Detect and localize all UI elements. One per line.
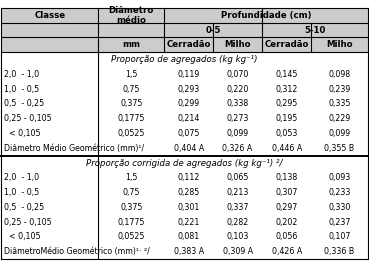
Text: 0,081: 0,081 xyxy=(177,232,200,241)
Text: 0,053: 0,053 xyxy=(276,129,298,138)
Text: 0,282: 0,282 xyxy=(227,218,249,227)
Text: Milho: Milho xyxy=(326,40,353,49)
Text: 0,233: 0,233 xyxy=(328,188,351,197)
Text: 0,295: 0,295 xyxy=(276,99,298,108)
Text: DiâmetroMédio Geométrico (mm)¹· ²/: DiâmetroMédio Geométrico (mm)¹· ²/ xyxy=(4,247,150,256)
Bar xyxy=(1,8,368,23)
Text: 0,25 - 0,105: 0,25 - 0,105 xyxy=(4,218,52,227)
Text: < 0,105: < 0,105 xyxy=(4,129,41,138)
Text: 0,075: 0,075 xyxy=(177,129,200,138)
Bar xyxy=(1,37,368,52)
Text: 0,335: 0,335 xyxy=(328,99,351,108)
Text: 0,307: 0,307 xyxy=(276,188,298,197)
Text: 0,112: 0,112 xyxy=(177,173,200,182)
Text: 0,5  - 0,25: 0,5 - 0,25 xyxy=(4,99,44,108)
Text: 1,5: 1,5 xyxy=(125,173,138,182)
Bar xyxy=(1,23,368,37)
Text: Cerradão: Cerradão xyxy=(166,40,211,49)
Text: 0,065: 0,065 xyxy=(227,173,249,182)
Text: 0,297: 0,297 xyxy=(276,203,298,212)
Text: 0,0525: 0,0525 xyxy=(118,129,145,138)
Text: 0,309 A: 0,309 A xyxy=(223,247,253,256)
Text: 0,1775: 0,1775 xyxy=(118,218,145,227)
Text: 2,0  - 1,0: 2,0 - 1,0 xyxy=(4,173,39,182)
Text: 0,213: 0,213 xyxy=(227,188,249,197)
Text: 0,237: 0,237 xyxy=(328,218,351,227)
Text: 0,099: 0,099 xyxy=(328,129,351,138)
Text: 0,099: 0,099 xyxy=(227,129,249,138)
Text: 1,5: 1,5 xyxy=(125,70,138,79)
Text: 0,338: 0,338 xyxy=(227,99,249,108)
Text: < 0,105: < 0,105 xyxy=(4,232,41,241)
Text: 0,5  - 0,25: 0,5 - 0,25 xyxy=(4,203,44,212)
Text: 0,299: 0,299 xyxy=(177,99,200,108)
Text: 0,326 A: 0,326 A xyxy=(223,144,253,153)
Text: 0,098: 0,098 xyxy=(328,70,351,79)
Text: Diâmetro Médio Geométrico (mm)¹/: Diâmetro Médio Geométrico (mm)¹/ xyxy=(4,144,144,153)
Text: 0,446 A: 0,446 A xyxy=(272,144,302,153)
Text: 0,293: 0,293 xyxy=(177,85,200,94)
Text: 0,355 B: 0,355 B xyxy=(324,144,355,153)
Text: 0,239: 0,239 xyxy=(328,85,351,94)
Text: Diâmetro
médio: Diâmetro médio xyxy=(109,6,154,25)
Text: Milho: Milho xyxy=(224,40,251,49)
Text: Proporção de agregados (kg kg⁻¹): Proporção de agregados (kg kg⁻¹) xyxy=(111,55,258,64)
Text: 0,75: 0,75 xyxy=(123,188,140,197)
Text: 0,221: 0,221 xyxy=(177,218,200,227)
Text: 0,25 - 0,105: 0,25 - 0,105 xyxy=(4,114,52,123)
Text: Cerradão: Cerradão xyxy=(265,40,309,49)
Text: 0,383 A: 0,383 A xyxy=(174,247,204,256)
Text: 0,202: 0,202 xyxy=(276,218,298,227)
Text: 0,093: 0,093 xyxy=(328,173,351,182)
Text: 5-10: 5-10 xyxy=(304,25,325,35)
Text: 0,301: 0,301 xyxy=(177,203,200,212)
Text: 0,330: 0,330 xyxy=(328,203,351,212)
Text: 0,285: 0,285 xyxy=(177,188,200,197)
Text: 0,312: 0,312 xyxy=(276,85,298,94)
Text: 0,195: 0,195 xyxy=(276,114,298,123)
Text: mm: mm xyxy=(123,40,140,49)
Text: 0,426 A: 0,426 A xyxy=(272,247,302,256)
Text: 0,375: 0,375 xyxy=(120,99,142,108)
Text: 0,056: 0,056 xyxy=(276,232,298,241)
Text: Proporção corrigida de agregados (kg kg⁻¹) ²/: Proporção corrigida de agregados (kg kg⁻… xyxy=(86,159,283,167)
Text: 0,119: 0,119 xyxy=(177,70,200,79)
Text: 2,0  - 1,0: 2,0 - 1,0 xyxy=(4,70,39,79)
Text: 0,214: 0,214 xyxy=(177,114,200,123)
Text: 0,107: 0,107 xyxy=(328,232,351,241)
Text: 0,220: 0,220 xyxy=(227,85,249,94)
Text: 0,103: 0,103 xyxy=(227,232,249,241)
Text: 0,0525: 0,0525 xyxy=(118,232,145,241)
Text: 0,75: 0,75 xyxy=(123,85,140,94)
Text: Classe: Classe xyxy=(34,11,65,20)
Text: 0,404 A: 0,404 A xyxy=(173,144,204,153)
Text: 0,070: 0,070 xyxy=(227,70,249,79)
Text: 1,0  - 0,5: 1,0 - 0,5 xyxy=(4,188,39,197)
Text: 0,375: 0,375 xyxy=(120,203,142,212)
Text: 0,1775: 0,1775 xyxy=(118,114,145,123)
Text: 0,336 B: 0,336 B xyxy=(324,247,355,256)
Text: 0,273: 0,273 xyxy=(227,114,249,123)
Text: 0,145: 0,145 xyxy=(276,70,298,79)
Text: 0,229: 0,229 xyxy=(328,114,351,123)
Text: 1,0  - 0,5: 1,0 - 0,5 xyxy=(4,85,39,94)
Text: 0,337: 0,337 xyxy=(227,203,249,212)
Text: Profundidade (cm): Profundidade (cm) xyxy=(221,11,311,20)
Text: 0-5: 0-5 xyxy=(206,25,221,35)
Text: 0,138: 0,138 xyxy=(276,173,298,182)
